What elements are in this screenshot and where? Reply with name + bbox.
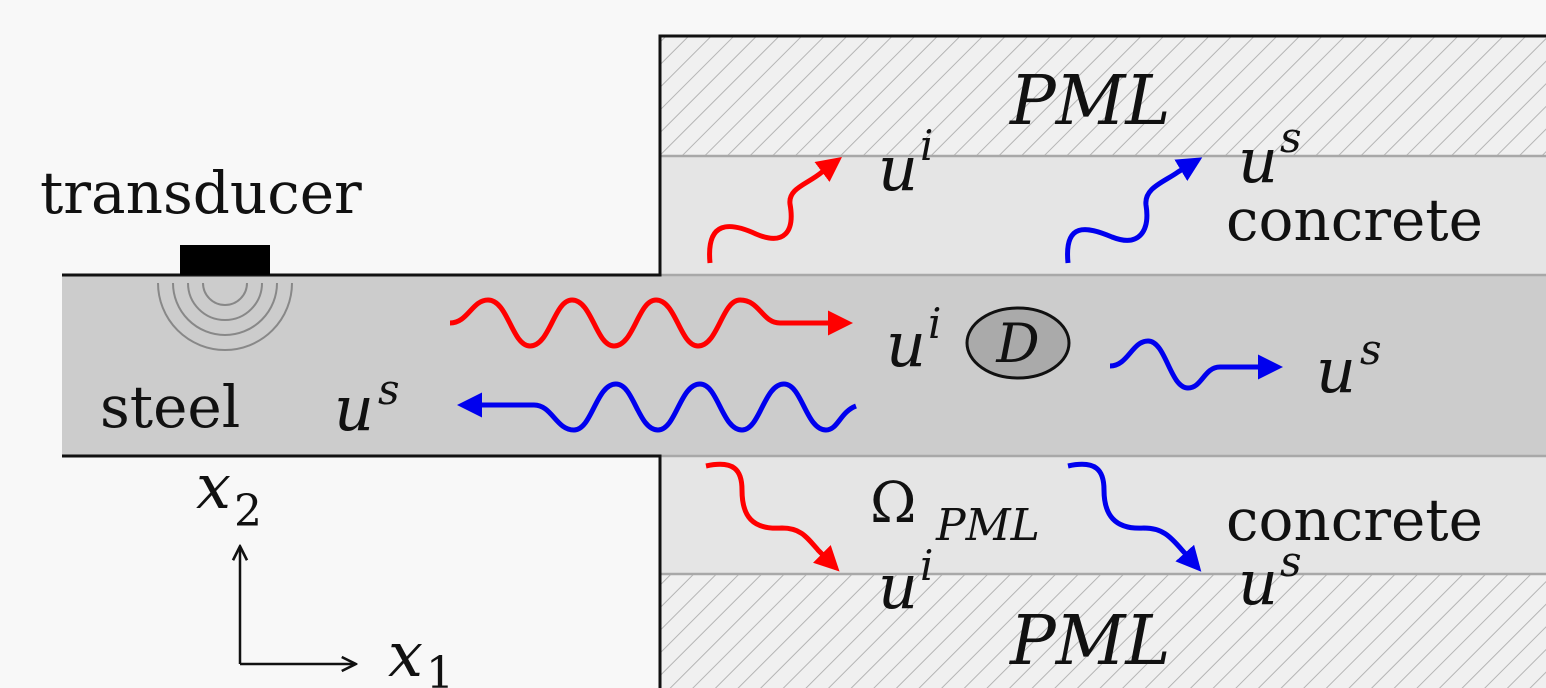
svg-text:i: i [920,121,933,170]
scattered-label-steel-right: u s [1316,325,1382,407]
scattered-wave-steel-forward [1109,338,1283,391]
svg-text:u: u [878,132,918,205]
svg-text:i: i [920,541,933,590]
svg-text:2: 2 [234,486,262,537]
svg-text:i: i [928,299,941,348]
transducer-block [180,245,270,275]
axis-x1-label: x 1 [388,618,454,688]
svg-text:x: x [388,618,423,688]
scattered-wave-concrete-bottom [1067,461,1202,572]
defect-ellipse [965,306,1071,380]
steel-bar [62,275,1546,456]
concrete-bottom-label: concrete [1226,486,1483,554]
incident-wave-concrete-top [707,157,842,264]
steel-label: steel [100,373,240,441]
axis-x2-label: x 2 [196,450,262,537]
svg-text:u: u [886,308,926,381]
incident-wave-steel [449,297,853,349]
scattered-label-concrete-top: u s [1238,113,1302,197]
svg-text:u: u [1238,124,1278,197]
svg-text:s: s [1360,325,1382,374]
svg-text:u: u [1238,546,1278,619]
svg-text:s: s [378,365,400,414]
svg-text:PML: PML [935,500,1040,551]
incident-label-steel: u i [886,299,941,381]
svg-text:u: u [334,372,374,445]
incident-label-concrete-bottom: u i [878,541,933,623]
svg-text:s: s [1280,537,1302,586]
svg-text:u: u [878,550,918,623]
omega-pml-label: Ω PML [870,471,1040,551]
incident-wave-concrete-bottom [705,461,840,572]
pml-top-region [660,36,1546,156]
svg-text:s: s [1280,113,1302,162]
scattered-label-concrete-bottom: u s [1238,537,1302,619]
scattered-label-steel-left: u s [334,365,400,445]
pml-bottom-region [660,574,1546,688]
defect-label: D [995,312,1039,375]
transducer-label: transducer [40,159,362,227]
incident-label-concrete-top: u i [878,121,933,205]
transducer-wavefronts [157,282,293,351]
svg-text:x: x [196,450,231,523]
svg-text:1: 1 [426,648,454,688]
domain-outline-bottom [62,454,662,688]
svg-text:u: u [1316,334,1356,407]
concrete-top-region [660,156,1546,275]
scattered-wave-concrete-top [1065,157,1203,264]
domain-outline-top [62,34,1546,277]
pml-top-label: PML [1008,62,1171,141]
scattered-wave-steel-back [457,381,858,433]
pml-bottom-label: PML [1008,602,1171,681]
svg-text:Ω: Ω [870,471,916,536]
concrete-top-label: concrete [1226,186,1483,254]
